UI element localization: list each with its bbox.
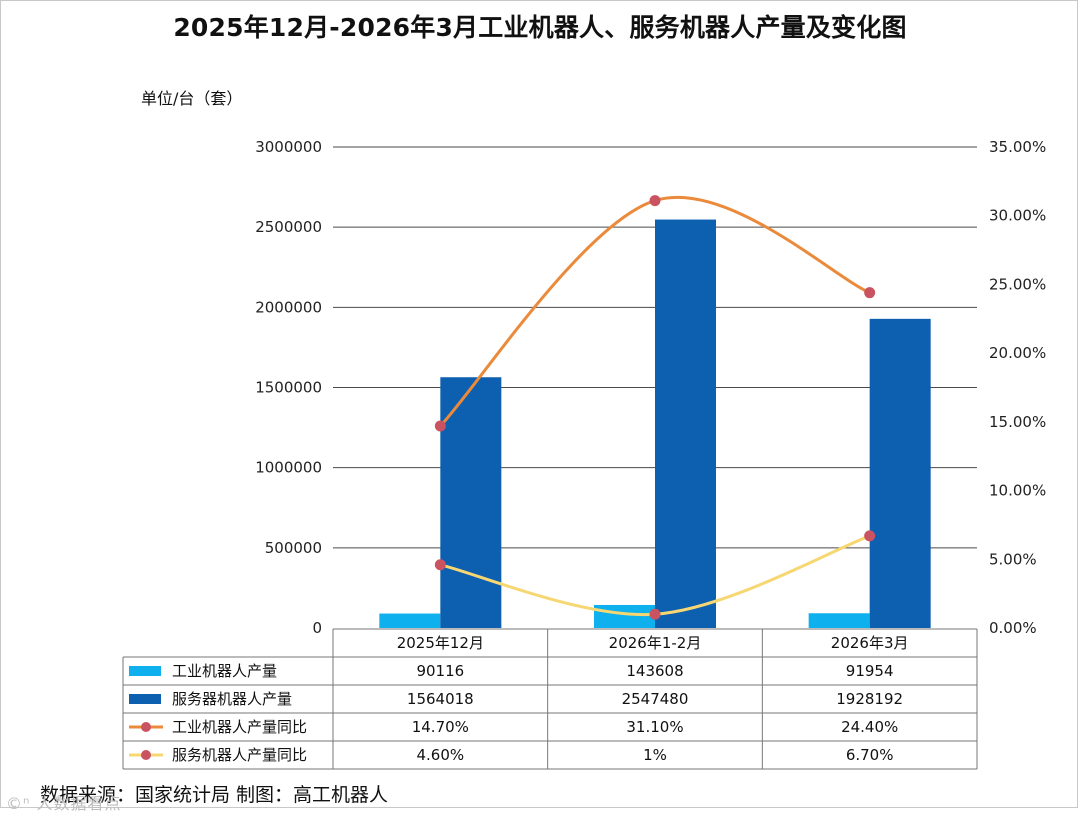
legend-marker — [141, 750, 151, 760]
legend-label: 服务机器人产量同比 — [172, 746, 307, 764]
y-left-tick-label: 1500000 — [255, 379, 322, 397]
table-value-cell: 6.70% — [846, 746, 894, 764]
y-left-tick-label: 500000 — [265, 539, 322, 557]
bar-service — [655, 219, 716, 628]
table-value-cell: 143608 — [626, 662, 683, 680]
y-left-tick-label: 0 — [312, 619, 322, 637]
line-point-marker — [434, 559, 446, 571]
table-value-cell: 1% — [643, 746, 667, 764]
x-category-label: 2025年12月 — [397, 634, 484, 652]
y-left-tick-label: 3000000 — [255, 138, 322, 156]
line-point-marker — [864, 530, 876, 542]
line-point-marker — [864, 287, 876, 299]
y-right-tick-label: 15.00% — [989, 413, 1046, 431]
x-category-label: 2026年3月 — [831, 634, 909, 652]
y-right-tick-label: 0.00% — [989, 619, 1037, 637]
chart-title: 2025年12月-2026年3月工业机器人、服务机器人产量及变化图 — [173, 13, 907, 42]
legend-swatch-service — [129, 694, 161, 704]
y-right-tick-label: 10.00% — [989, 482, 1046, 500]
legend-label: 工业机器人产量 — [172, 662, 277, 680]
legend-swatch-industrial — [129, 666, 161, 676]
table-value-cell: 1928192 — [836, 690, 903, 708]
bar-industrial — [808, 613, 870, 628]
line-point-marker — [434, 420, 446, 432]
legend-label: 工业机器人产量同比 — [172, 718, 307, 736]
y-left-tick-label: 2000000 — [255, 298, 322, 316]
x-category-label: 2026年1-2月 — [609, 634, 702, 652]
table-value-cell: 90116 — [416, 662, 464, 680]
table-value-cell: 4.60% — [417, 746, 465, 764]
table-value-cell: 91954 — [846, 662, 894, 680]
y-right-tick-label: 35.00% — [989, 138, 1046, 156]
watermark: ©ⁿ 人数据看点 — [6, 794, 122, 813]
y-left-tick-label: 2500000 — [255, 218, 322, 236]
line-point-marker — [649, 195, 661, 207]
y-left-tick-label: 1000000 — [255, 459, 322, 477]
line-point-marker — [649, 608, 661, 620]
bar-industrial — [379, 613, 441, 628]
table-value-cell: 2547480 — [622, 690, 689, 708]
y-right-tick-label: 5.00% — [989, 550, 1037, 568]
table-value-cell: 14.70% — [412, 718, 469, 736]
table-value-cell: 31.10% — [626, 718, 683, 736]
unit-label: 单位/台（套） — [141, 89, 243, 108]
y-right-tick-label: 20.00% — [989, 344, 1046, 362]
bar-service — [869, 318, 931, 628]
legend-label: 服务器机器人产量 — [172, 690, 292, 708]
bar-industrial — [594, 604, 655, 628]
table-value-cell: 24.40% — [841, 718, 898, 736]
table-value-cell: 1564018 — [407, 690, 474, 708]
y-right-tick-label: 25.00% — [989, 275, 1046, 293]
legend-marker — [141, 722, 151, 732]
chart-frame — [0, 0, 1078, 808]
y-right-tick-label: 30.00% — [989, 207, 1046, 225]
data-source-footer: 数据来源：国家统计局 制图：高工机器人 — [40, 784, 389, 806]
bar-service — [440, 377, 502, 628]
